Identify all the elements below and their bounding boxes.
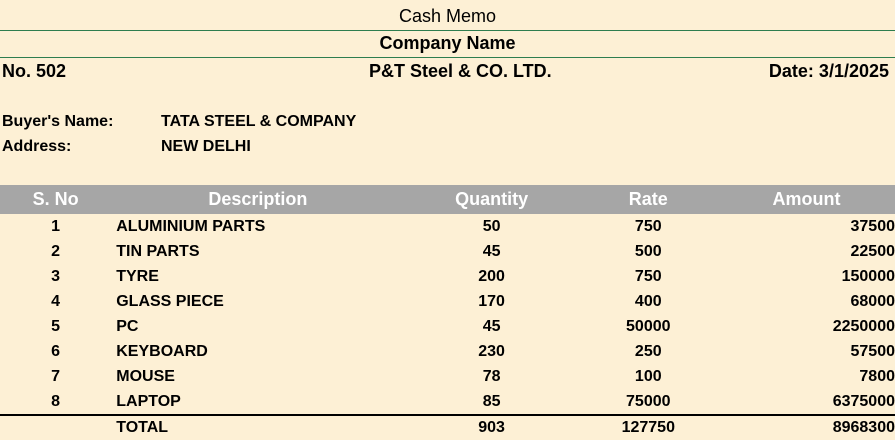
total-quantity: 903 [404,414,579,440]
cell-amount: 150000 [841,267,895,285]
cell-sno: 5 [51,317,61,335]
cell-rate: 100 [634,367,662,385]
items-table: S. No Description Quantity Rate Amount 1… [0,185,895,440]
table-row: 4 GLASS PIECE 170 400 68000 [0,289,895,314]
cell-rate: 400 [634,292,662,310]
cell-sno: 1 [51,217,61,235]
address-row: Address: NEW DELHI [0,136,895,158]
cell-sno: 3 [51,267,61,285]
cell-quantity: 50 [482,217,501,235]
cell-sno: 2 [51,242,61,260]
address-label: Address: [2,138,72,155]
cell-amount: 57500 [850,342,895,360]
total-row: TOTAL 903 127750 8968300 [0,414,895,440]
cell-rate: 50000 [626,317,671,335]
cell-amount: 2250000 [832,317,895,335]
cell-description: MOUSE [116,367,175,385]
memo-info-line: No. 502 P&T Steel & CO. LTD. Date: 3/1/2… [0,58,895,84]
cell-description: ALUMINIUM PARTS [116,217,266,235]
table-header-row: S. No Description Quantity Rate Amount [0,185,895,214]
cell-description: GLASS PIECE [116,292,224,310]
table-row: 7 MOUSE 78 100 7800 [0,364,895,389]
table-row: 3 TYRE 200 750 150000 [0,264,895,289]
cell-description: KEYBOARD [116,342,208,360]
total-cell-sno [0,414,112,440]
cell-sno: 4 [51,292,61,310]
cell-sno: 6 [51,342,61,360]
total-label: TOTAL [111,414,405,440]
total-amount: 8968300 [717,414,895,440]
cell-description: LAPTOP [116,392,181,410]
cell-amount: 37500 [850,217,895,235]
table-row: 8 LAPTOP 85 75000 6375000 [0,389,895,415]
table-row: 1 ALUMINIUM PARTS 50 750 37500 [0,214,895,239]
buyer-name-label: Buyer's Name: [2,113,114,130]
cell-description: TYRE [116,267,159,285]
table-row: 5 PC 45 50000 2250000 [0,314,895,339]
cell-sno: 8 [51,392,61,410]
cell-quantity: 230 [478,342,505,360]
cell-amount: 6375000 [832,392,895,410]
cell-quantity: 45 [482,242,501,260]
cell-amount: 7800 [859,367,895,385]
cell-description: PC [116,317,139,335]
cell-amount: 22500 [850,242,895,260]
cell-rate: 250 [634,342,662,360]
cell-description: TIN PARTS [116,242,200,260]
buyer-name-value: TATA STEEL & COMPANY [161,113,357,130]
cell-quantity: 170 [478,292,505,310]
cell-quantity: 85 [482,392,501,410]
company-name-label: Company Name [0,31,895,58]
column-header-amount: Amount [717,185,895,214]
total-rate: 127750 [578,414,718,440]
table-row: 2 TIN PARTS 45 500 22500 [0,239,895,264]
company-name: P&T Steel & CO. LTD. [369,61,552,81]
table-row: 6 KEYBOARD 230 250 57500 [0,339,895,364]
cell-quantity: 45 [482,317,501,335]
column-header-quantity: Quantity [404,185,579,214]
memo-title: Cash Memo [0,0,895,31]
cell-rate: 500 [634,242,662,260]
cell-quantity: 78 [482,367,501,385]
cell-rate: 750 [634,267,662,285]
cell-quantity: 200 [478,267,505,285]
cell-amount: 68000 [850,292,895,310]
cell-sno: 7 [51,367,61,385]
memo-number: No. 502 [2,61,67,81]
column-header-description: Description [111,185,405,214]
column-header-sno: S. No [0,185,112,214]
cell-rate: 750 [634,217,662,235]
cell-rate: 75000 [626,392,671,410]
address-value: NEW DELHI [161,138,251,155]
buyer-name-row: Buyer's Name: TATA STEEL & COMPANY [0,111,895,133]
memo-date: Date: 3/1/2025 [768,61,889,81]
column-header-rate: Rate [578,185,718,214]
